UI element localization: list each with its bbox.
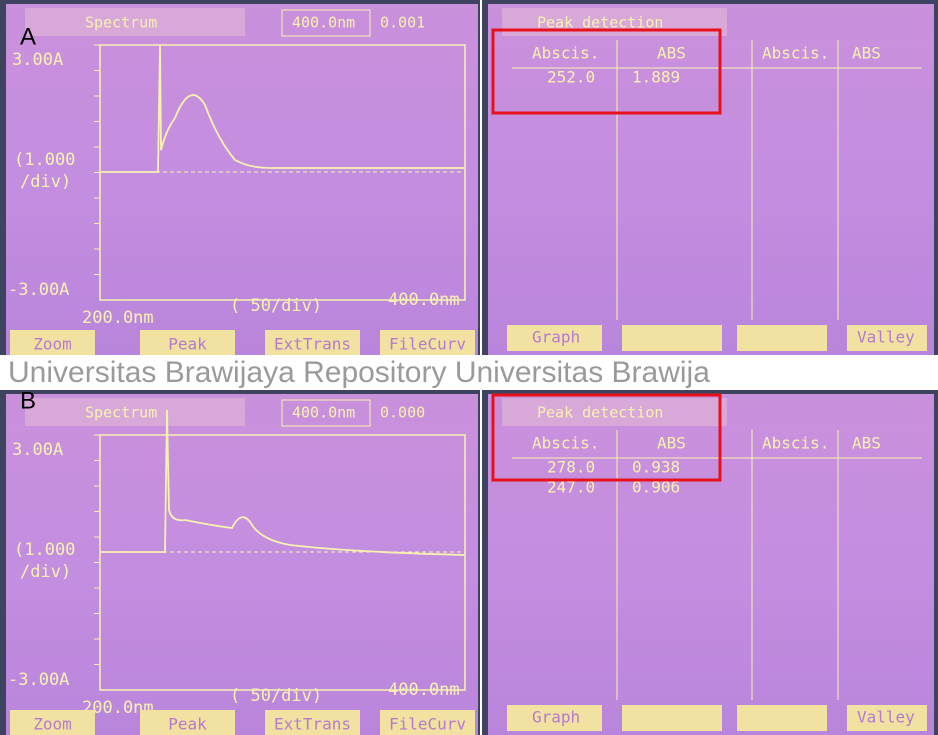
figure: Universitas Brawijaya Repository Univers…	[0, 0, 938, 735]
column-header: ABS	[852, 434, 881, 453]
cell: 1.889	[632, 68, 680, 87]
column-header: ABS	[852, 44, 881, 63]
button-label: Valley	[857, 328, 915, 347]
y-scale-unit: /div)	[20, 172, 71, 192]
x-start: 200.0nm	[82, 308, 154, 328]
y-min: -3.00A	[8, 280, 69, 300]
button-label: Peak	[168, 335, 207, 354]
button-label: Zoom	[33, 715, 72, 734]
spectrum-screen: Spectrum 400.0nm 0.001 3.00A (1.000/div) -3.0…	[0, 0, 480, 355]
y-scale-unit: /div)	[20, 562, 71, 582]
y-max: 3.00A	[12, 50, 63, 70]
panel-label: A	[20, 23, 36, 50]
button-label: Valley	[857, 708, 915, 727]
button-label: FileCurv	[389, 715, 466, 734]
button-label: Zoom	[33, 335, 72, 354]
column-header: Abscis.	[532, 44, 599, 63]
button-label: ExtTrans	[274, 715, 351, 734]
cell: 0.938	[632, 458, 680, 477]
column-header: Abscis.	[532, 434, 599, 453]
column-header: ABS	[657, 44, 686, 63]
y-scale: (1.000	[14, 150, 75, 170]
y-min: -3.00A	[8, 670, 69, 690]
watermark: Universitas Brawijaya Repository Univers…	[8, 356, 710, 389]
soft-button	[737, 705, 827, 731]
y-max: 3.00A	[12, 440, 63, 460]
column-header: Abscis.	[762, 44, 829, 63]
cell: 252.0	[547, 68, 595, 87]
button-label: ExtTrans	[274, 335, 351, 354]
spectrum-screen: Spectrum 400.0nm 0.000 3.00A (1.000/div) -3.0…	[0, 387, 480, 735]
button-label: Peak	[168, 715, 207, 734]
reading: 0.000	[380, 404, 425, 422]
column-header: ABS	[657, 434, 686, 453]
button-label: FileCurv	[389, 335, 466, 354]
column-header: Abscis.	[762, 434, 829, 453]
soft-button	[737, 325, 827, 351]
soft-button	[622, 705, 722, 731]
cell: 278.0	[547, 458, 595, 477]
screen-title: Spectrum	[85, 14, 157, 32]
button-label: Graph	[532, 328, 580, 347]
reading: 0.001	[380, 14, 425, 32]
button-label: Graph	[532, 708, 580, 727]
wavelength: 400.0nm	[292, 14, 355, 32]
panel-label: B	[20, 387, 36, 414]
x-scale: ( 50/div)	[230, 686, 322, 706]
y-scale: (1.000	[14, 540, 75, 560]
screen-title: Spectrum	[85, 404, 157, 422]
peak-screen: Peak detection Abscis. ABS Abscis. ABS 278.0 0…	[482, 390, 938, 735]
wavelength: 400.0nm	[292, 404, 355, 422]
x-scale: ( 50/div)	[230, 296, 322, 316]
screen-title: Peak detection	[537, 404, 663, 422]
soft-button	[622, 325, 722, 351]
